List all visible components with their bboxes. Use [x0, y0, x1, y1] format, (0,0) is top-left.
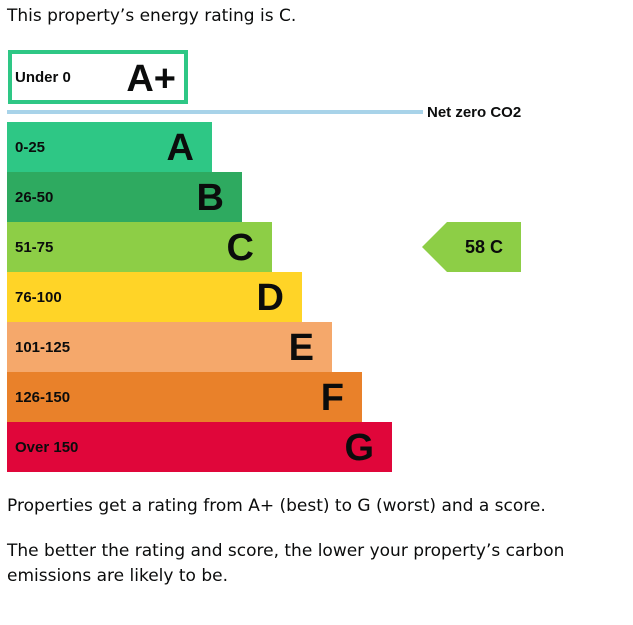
band-e-range: 101-125	[15, 339, 70, 356]
band-a-range: 0-25	[15, 139, 45, 156]
band-d-letter: D	[257, 277, 284, 319]
band-a-letter: A	[167, 127, 194, 169]
energy-rating-summary: This property’s energy rating is C.	[7, 6, 297, 26]
band-e-bar	[7, 322, 332, 372]
band-g-range: Over 150	[15, 439, 78, 456]
rating-explanation-text: Properties get a rating from A+ (best) t…	[7, 496, 546, 516]
rating-impact-text: The better the rating and score, the low…	[7, 541, 565, 586]
current-rating-label: 58 C	[465, 237, 503, 257]
energy-rating-chart: Under 0 A+ Net zero CO2 0-25 A 26-50 B 51-75 C 76…	[7, 50, 521, 472]
band-f-bar	[7, 372, 362, 422]
band-aplus-letter: A+	[126, 58, 176, 100]
band-d-bar	[7, 272, 302, 322]
band-a-bar	[7, 122, 212, 172]
current-rating-marker	[422, 222, 521, 272]
net-zero-label: Net zero CO2	[427, 104, 521, 121]
band-g-letter: G	[344, 427, 374, 469]
band-f-letter: F	[321, 377, 344, 419]
band-aplus-range: Under 0	[15, 69, 71, 86]
band-b-letter: B	[197, 177, 224, 219]
band-aplus-box	[8, 50, 188, 104]
band-g-bar	[7, 422, 392, 472]
band-c-bar	[7, 222, 272, 272]
band-f-range: 126-150	[15, 389, 70, 406]
band-c-range: 51-75	[15, 239, 53, 256]
band-e-letter: E	[289, 327, 314, 369]
band-d-range: 76-100	[15, 289, 62, 306]
band-b-bar	[7, 172, 242, 222]
band-b-range: 26-50	[15, 189, 53, 206]
band-c-letter: C	[227, 227, 254, 269]
